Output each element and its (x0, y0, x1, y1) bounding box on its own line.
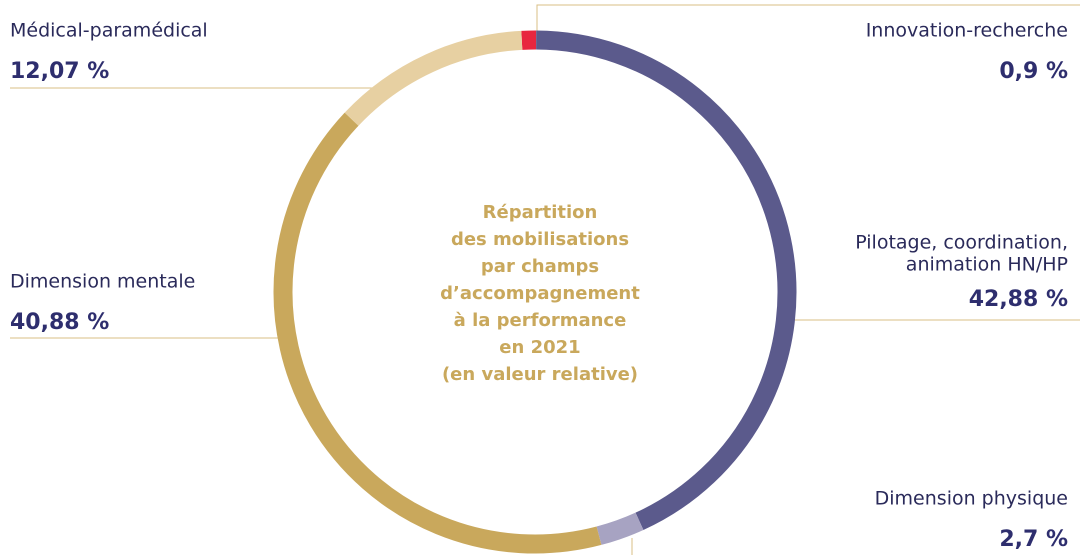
value-label: 12,07 % (10, 59, 109, 84)
leader-line (536, 4, 1080, 33)
donut-segment (536, 30, 797, 530)
value-label: 40,88 % (10, 310, 109, 335)
category-label: Dimension physique (875, 488, 1068, 510)
donut-segment (596, 512, 644, 545)
value-label: 42,88 % (969, 287, 1068, 312)
category-label: animation HN/HP (906, 254, 1068, 276)
center-title: d’accompagnement (440, 283, 640, 304)
center-title: Répartition (483, 202, 598, 223)
donut-segment (273, 112, 602, 554)
category-label: Dimension mentale (10, 271, 195, 293)
center-title: par champs (481, 256, 599, 277)
category-label: Innovation-recherche (866, 20, 1068, 42)
category-label: Médical-paramédical (10, 20, 208, 42)
center-title: (en valeur relative) (442, 364, 638, 385)
center-title: en 2021 (499, 337, 580, 358)
value-label: 2,7 % (999, 527, 1068, 552)
value-label: 0,9 % (999, 59, 1068, 84)
center-title: des mobilisations (451, 229, 629, 250)
donut-segment (344, 30, 523, 126)
center-title: à la performance (454, 310, 627, 331)
category-label: Pilotage, coordination, (855, 232, 1068, 254)
